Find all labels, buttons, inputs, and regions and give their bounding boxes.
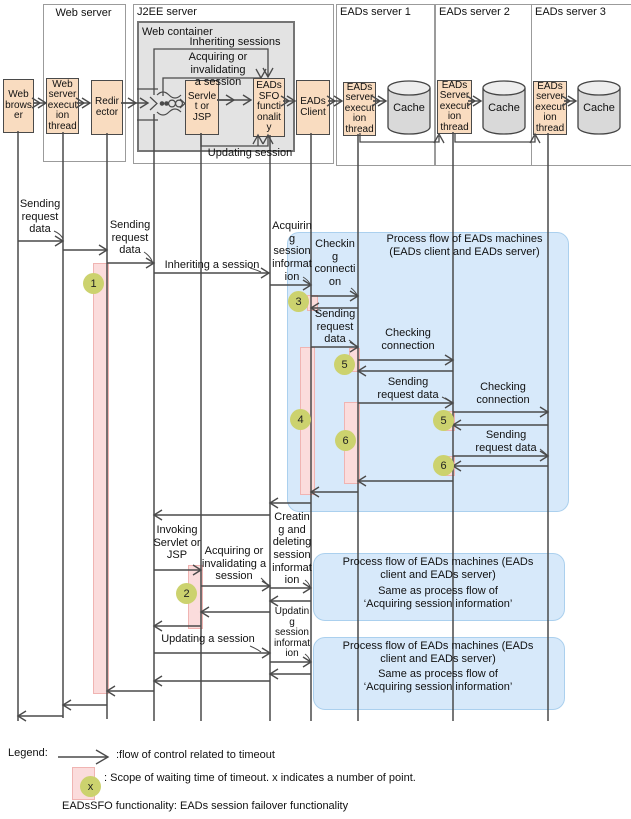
msg-creating-deleting: Creatin g and deleting session informat …: [272, 511, 312, 587]
eads-forward-paths: [359, 132, 541, 144]
eads-thread2-box: EADs Server execut ion thread: [437, 80, 472, 134]
web-container-flow-paths: [153, 48, 274, 147]
eads-thread1-box: EADs server execut ion thread: [343, 81, 376, 136]
legend-x-badge: x: [80, 776, 101, 797]
cache2-label: Cache: [488, 102, 520, 114]
point-badge-1: 1: [83, 273, 104, 294]
point-badge-2: 2: [176, 583, 197, 604]
msg-acquiring-invalidating: Acquiring or invalidating a session: [201, 545, 267, 583]
note-acquiring-invalidating: Acquiring or invalidating a session: [188, 51, 248, 89]
msg-sending-request-2: Sending request data: [109, 219, 151, 257]
j2ee-server-container: [133, 4, 334, 164]
label-tails: [53, 230, 548, 662]
msg-updating-a-session: Updating a session: [161, 633, 255, 645]
eads-server3-title: EADs server 3: [535, 6, 606, 18]
legend-label: Legend:: [8, 747, 48, 759]
msg-acquiring-session-info: Acquirin g session informat ion: [272, 220, 312, 283]
msg-checking-connection-2: Checking connection: [381, 327, 435, 352]
cache-cylinders: [387, 80, 621, 135]
cache3-label: Cache: [583, 102, 615, 114]
msg-invoking-servlet: Invoking Servlet or JSP: [153, 524, 201, 562]
msg-sending-request-4: Sending request data: [377, 376, 439, 401]
legend-scope-desc: : Scope of waiting time of timeout. x in…: [104, 772, 416, 784]
web-server-title: Web server: [55, 7, 112, 19]
point-badge-3: 3: [288, 291, 309, 312]
msg-checking-connection-3: Checking connection: [476, 381, 530, 406]
point-badge-5b: 5: [433, 410, 454, 431]
servlet-box: Servle t or JSP: [185, 80, 219, 135]
msg-sending-request-5: Sending request data: [475, 429, 537, 454]
timeout-bar-redirector: [93, 263, 109, 694]
point-badge-4: 4: [290, 409, 311, 430]
note-inheriting-sessions: Inheriting sessions: [189, 36, 281, 48]
process-flow-2-note: Same as process flow of ‘Acquiring sessi…: [363, 585, 513, 610]
eads-server1-container: [336, 4, 435, 166]
eads-client-box: EADs Client: [296, 80, 330, 135]
eads-sfo-box: EADs SFO functi onalit y: [253, 78, 285, 137]
msg-inheriting-session: Inheriting a session: [164, 259, 260, 271]
sequence-arrows: [16, 235, 550, 722]
eads-server3-container: [531, 4, 631, 166]
process-flow-box-2: [313, 553, 565, 621]
process-flow-3-note: Same as process flow of ‘Acquiring sessi…: [363, 668, 513, 693]
process-flow-box-3: [313, 637, 565, 710]
process-flow-2-title: Process flow of EADs machines (EADs clie…: [342, 556, 534, 581]
eads-server1-title: EADs server 1: [340, 6, 411, 18]
process-flow-1-title: Process flow of EADs machines (EADs clie…: [386, 233, 543, 259]
j2ee-server-title: J2EE server: [137, 6, 197, 18]
web-container-title: Web container: [142, 26, 213, 38]
top-connectors: [31, 94, 578, 109]
legend-footnote: EADsSFO functionality: EADs session fail…: [62, 800, 349, 812]
eads-thread3-box: EADs server execut ion thread: [533, 81, 567, 135]
queue-icon: [137, 88, 186, 121]
msg-sending-request-3: Sending request data: [314, 308, 356, 346]
point-badge-5a: 5: [334, 354, 355, 375]
legend-arrow-desc: :flow of control related to timeout: [116, 749, 275, 761]
point-badge-6a: 6: [335, 430, 356, 451]
note-updating-session: Updating session: [207, 147, 293, 159]
eads-server2-title: EADs server 2: [439, 6, 510, 18]
msg-updating-session-info: Updatin g session informat ion: [273, 606, 311, 659]
redirector-box: Redir ector: [91, 80, 123, 135]
msg-checking-connection-1: Checkin g connecti on: [314, 238, 356, 288]
web-server-container: [43, 4, 126, 162]
process-flow-3-title: Process flow of EADs machines (EADs clie…: [342, 640, 534, 665]
point-badge-6b: 6: [433, 455, 454, 476]
msg-sending-request-1: Sending request data: [19, 198, 61, 236]
cache1-label: Cache: [393, 102, 425, 114]
lifelines: [17, 114, 549, 721]
